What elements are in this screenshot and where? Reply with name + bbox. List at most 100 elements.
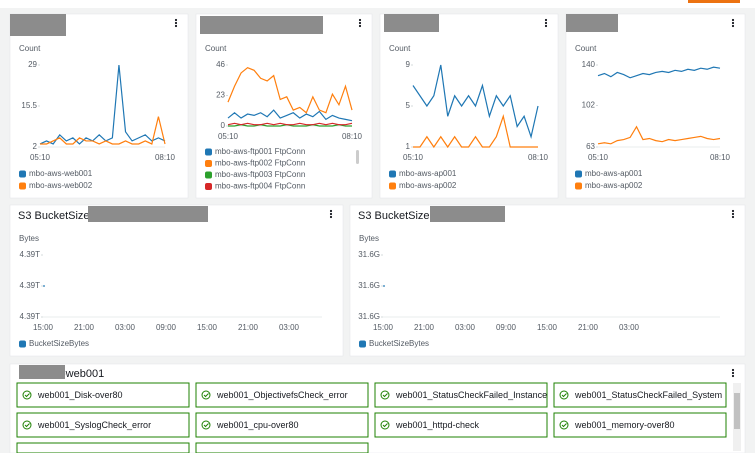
- series-line: [228, 124, 352, 127]
- series-line: [39, 64, 166, 145]
- alarm-box[interactable]: [16, 382, 190, 408]
- legend-label: BucketSizeBytes: [369, 339, 429, 348]
- y-tick-label: 5: [406, 101, 411, 110]
- redacted-title: [10, 14, 66, 36]
- series-line: [412, 64, 539, 139]
- menu-dot: [329, 215, 333, 219]
- y-tick-label: 0: [221, 121, 226, 130]
- x-tick-label: 09:00: [496, 323, 517, 332]
- y-tick-label: 1: [406, 142, 411, 151]
- x-tick-label: 21:00: [74, 323, 95, 332]
- menu-dot: [731, 215, 735, 219]
- legend-swatch: [389, 170, 396, 178]
- y-tick-label: 4.39T: [20, 312, 41, 321]
- widget-title: S3 BucketSize: [18, 210, 90, 222]
- y-axis-label: Bytes: [359, 234, 379, 243]
- alarm-ok-icon: [559, 390, 569, 400]
- top-bar: [0, 0, 755, 8]
- y-tick-label: 102: [582, 101, 596, 110]
- alarm-ok-icon: [380, 390, 390, 400]
- x-tick-label: 05:10: [218, 132, 239, 141]
- alarm-name: web001_StatusCheckFailed_Instance: [395, 390, 547, 400]
- alarm-box[interactable]: [553, 412, 727, 438]
- x-tick-label: 05:10: [30, 153, 51, 162]
- menu-dot: [731, 371, 735, 375]
- x-tick-label: 21:00: [578, 323, 599, 332]
- menu-dot: [544, 24, 548, 28]
- menu-dot: [544, 21, 548, 25]
- legend-swatch: [575, 170, 582, 178]
- alarm-name: web001_cpu-over80: [216, 420, 299, 430]
- y-axis-label: Count: [205, 44, 227, 53]
- alarm-ok-check: [24, 393, 30, 398]
- y-tick-label: 31.6G: [358, 312, 380, 321]
- data-point: [43, 285, 45, 287]
- legend-swatch: [19, 182, 26, 190]
- menu-dot: [358, 21, 362, 25]
- redacted-title: [384, 14, 439, 32]
- alarm-box[interactable]: [195, 382, 369, 408]
- alarm-box[interactable]: [195, 442, 369, 453]
- alarm-box[interactable]: [16, 412, 190, 438]
- alarm-ok-check: [382, 423, 388, 428]
- series-line: [597, 66, 721, 79]
- x-tick-label: 15:00: [197, 323, 218, 332]
- alarm-ok-check: [561, 423, 567, 428]
- alarm-name: web001_httpd-check: [395, 420, 480, 430]
- menu-dot: [544, 18, 548, 22]
- series-line: [227, 122, 353, 126]
- alarm-ok-check: [24, 423, 30, 428]
- alarm-ok-check: [203, 393, 209, 398]
- widget: [565, 13, 746, 199]
- legend-swatch: [205, 160, 212, 167]
- legend-swatch: [389, 182, 396, 190]
- menu-dot: [329, 209, 333, 213]
- redacted-title: [88, 206, 208, 222]
- legend-swatch: [205, 183, 212, 190]
- y-axis-label: Bytes: [19, 234, 39, 243]
- alarm-box[interactable]: [374, 412, 548, 438]
- x-tick-label: 09:00: [156, 323, 177, 332]
- legend-label: mbo-aws-ftp004 FtpConn: [215, 182, 305, 191]
- x-tick-label: 03:00: [279, 323, 300, 332]
- alarm-ok-icon: [380, 420, 390, 430]
- legend-swatch: [575, 182, 582, 190]
- legend-label: mbo-aws-ap002: [399, 181, 457, 190]
- legend-label: mbo-aws-ftp002 FtpConn: [215, 159, 305, 168]
- alarm-name: web001_StatusCheckFailed_System: [574, 390, 722, 400]
- alarm-ok-icon: [201, 390, 211, 400]
- widget-title: -web001: [62, 368, 104, 380]
- legend-label: mbo-aws-ftp003 FtpConn: [215, 170, 305, 179]
- scrollbar-thumb: [734, 393, 740, 429]
- x-tick-label: 05:10: [403, 153, 424, 162]
- y-tick-label: 63: [586, 142, 595, 151]
- action-button[interactable]: [688, 0, 740, 3]
- series-line: [413, 114, 538, 149]
- alarm-box[interactable]: [553, 382, 727, 408]
- legend-scrollbar: [356, 150, 359, 164]
- y-axis-label: Count: [575, 44, 597, 53]
- y-tick-label: 4.39T: [20, 250, 41, 259]
- alarm-ok-icon: [22, 420, 32, 430]
- y-tick-label: 9: [406, 60, 411, 69]
- redacted-title: [19, 365, 65, 379]
- menu-dot: [174, 21, 178, 25]
- widget: [9, 204, 344, 357]
- x-tick-label: 08:10: [342, 132, 363, 141]
- menu-dot: [731, 209, 735, 213]
- x-tick-label: 21:00: [414, 323, 435, 332]
- x-tick-label: 15:00: [373, 323, 394, 332]
- x-tick-label: 05:10: [588, 153, 609, 162]
- legend-label: mbo-aws-ap001: [399, 169, 457, 178]
- redacted-title: [430, 206, 505, 222]
- legend-label: mbo-aws-ap001: [585, 169, 643, 178]
- alarm-box[interactable]: [195, 412, 369, 438]
- legend-label: mbo-aws-ftp001 FtpConn: [215, 147, 305, 156]
- legend-label: mbo-aws-ap002: [585, 181, 643, 190]
- x-tick-label: 08:10: [155, 153, 176, 162]
- legend-swatch: [205, 148, 212, 156]
- alarm-box[interactable]: [16, 442, 190, 453]
- menu-dot: [329, 212, 333, 216]
- x-tick-label: 21:00: [238, 323, 259, 332]
- alarm-box[interactable]: [374, 382, 548, 408]
